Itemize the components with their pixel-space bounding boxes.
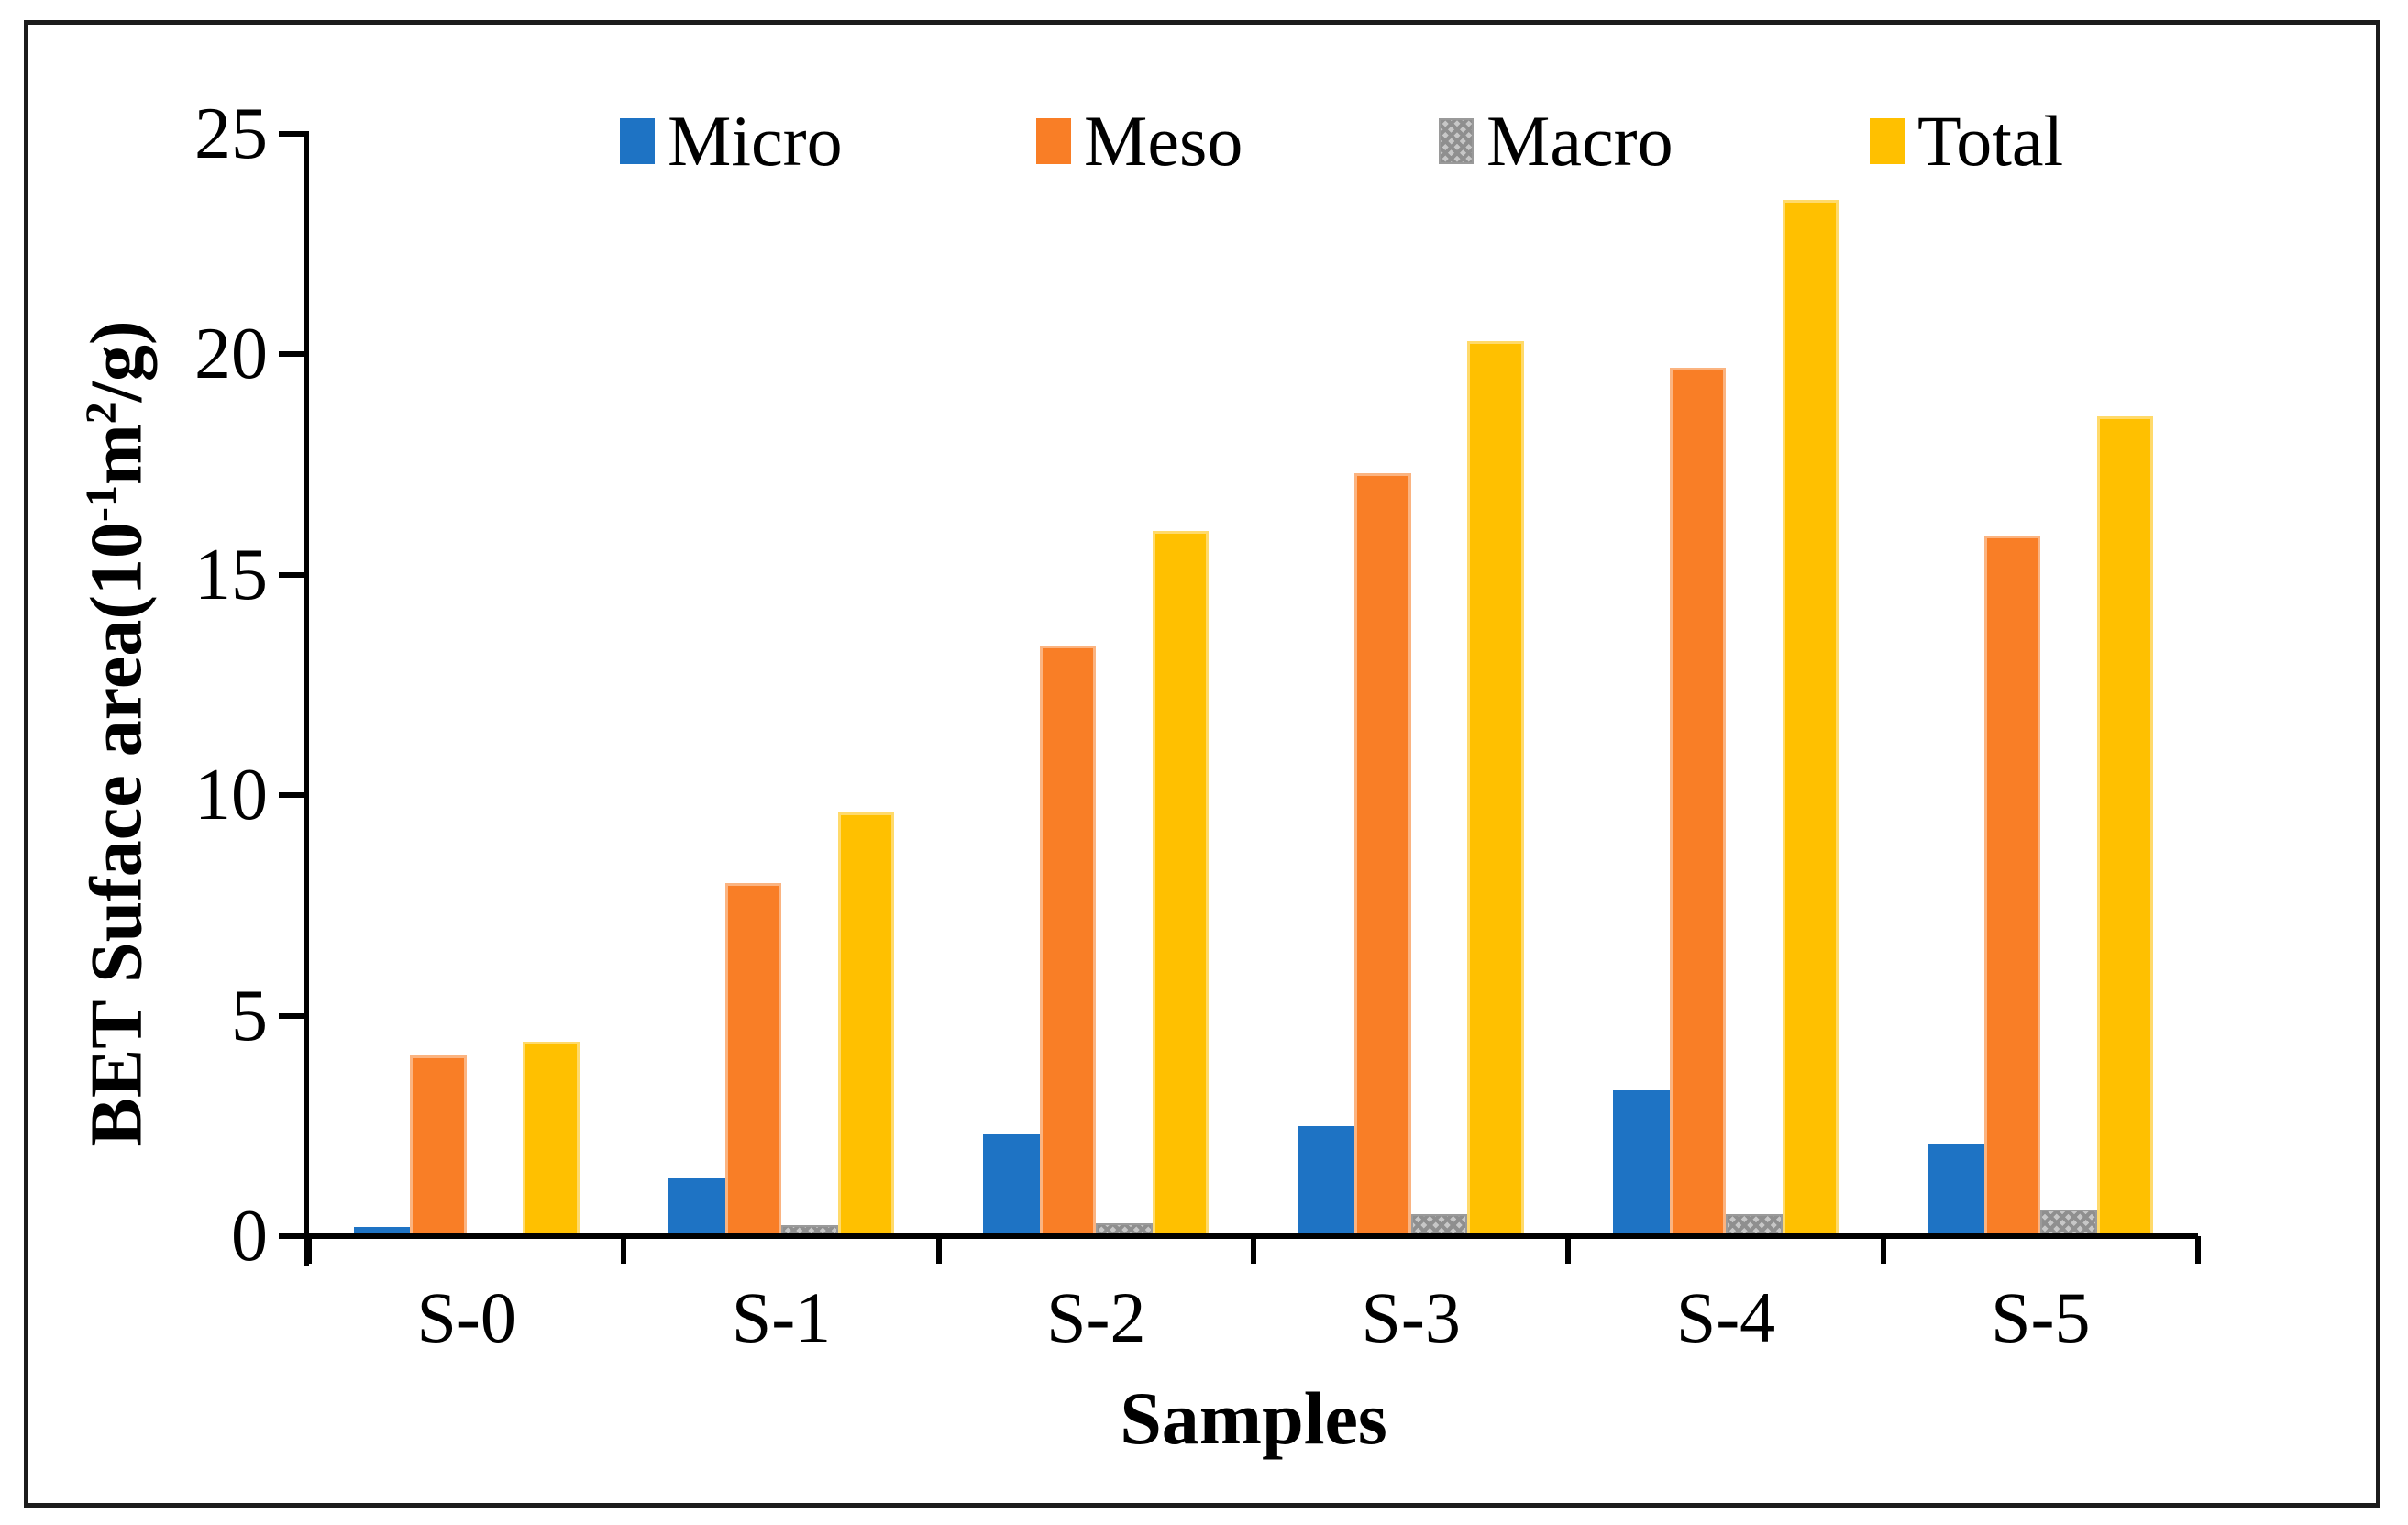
bar-meso-s-1 — [724, 883, 781, 1236]
y-tick-mark — [279, 351, 304, 358]
x-category-label: S-3 — [1361, 1277, 1461, 1357]
x-category-label: S-2 — [1046, 1277, 1146, 1357]
legend-item-macro: Macro — [1439, 103, 1673, 180]
bar-micro-s-1 — [668, 1178, 725, 1236]
bar-meso-s-4 — [1669, 367, 1726, 1236]
y-axis-title-sup-squared: 2 — [76, 402, 126, 425]
legend-label-meso: Meso — [1084, 101, 1243, 181]
x-category-label: S-5 — [1991, 1277, 2091, 1357]
x-tick-mark — [1565, 1236, 1572, 1264]
y-tick-label: 20 — [194, 314, 268, 395]
bar-total-s-4 — [1782, 200, 1839, 1236]
legend-swatch-total-icon — [1870, 118, 1905, 164]
y-tick-mark — [279, 792, 304, 799]
y-tick-mark — [279, 571, 304, 578]
bar-total-s-1 — [837, 812, 894, 1236]
x-tick-mark — [935, 1236, 942, 1264]
legend-label-total: Total — [1917, 101, 2064, 181]
y-tick-label: 5 — [231, 975, 268, 1056]
bar-meso-s-2 — [1039, 645, 1097, 1236]
bar-micro-s-4 — [1613, 1090, 1670, 1236]
legend-swatch-macro-icon — [1439, 118, 1474, 164]
y-axis-line — [304, 131, 309, 1266]
legend-label-micro: Micro — [668, 101, 843, 181]
bar-macro-s-5 — [2040, 1210, 2097, 1236]
legend-item-micro: Micro — [620, 103, 843, 180]
x-tick-mark — [306, 1236, 312, 1264]
x-category-label: S-1 — [731, 1277, 832, 1357]
bar-meso-s-0 — [410, 1055, 467, 1236]
y-tick-label: 25 — [194, 94, 268, 174]
x-tick-mark — [1251, 1236, 1256, 1264]
y-tick-mark — [279, 1012, 304, 1019]
bar-micro-s-0 — [353, 1227, 411, 1236]
x-tick-mark — [621, 1236, 627, 1264]
bar-micro-s-3 — [1298, 1125, 1355, 1236]
legend-item-meso: Meso — [1036, 103, 1243, 180]
bar-micro-s-2 — [983, 1134, 1040, 1236]
bar-micro-s-5 — [1928, 1144, 1984, 1236]
bar-total-s-3 — [1467, 340, 1524, 1236]
bar-total-s-0 — [523, 1042, 580, 1236]
x-tick-mark — [2195, 1236, 2201, 1264]
legend-item-total: Total — [1870, 103, 2063, 180]
bar-total-s-5 — [2096, 415, 2154, 1236]
x-category-label: S-0 — [416, 1277, 516, 1357]
y-axis-title-sup-exponent: -1 — [76, 485, 126, 523]
y-tick-label: 10 — [194, 755, 268, 836]
bar-total-s-2 — [1152, 530, 1210, 1236]
x-tick-mark — [1880, 1236, 1886, 1264]
y-tick-mark — [279, 131, 304, 137]
y-tick-mark — [279, 1233, 304, 1239]
bar-meso-s-3 — [1354, 473, 1411, 1236]
x-category-label: S-4 — [1675, 1277, 1776, 1357]
legend-swatch-micro-icon — [620, 118, 655, 164]
y-tick-label: 0 — [231, 1196, 268, 1276]
bar-meso-s-5 — [1983, 535, 2041, 1236]
y-axis-title-unit: m — [76, 424, 158, 486]
legend-swatch-meso-icon — [1036, 118, 1071, 164]
legend-label-macro: Macro — [1486, 101, 1673, 181]
y-tick-label: 15 — [194, 534, 268, 615]
x-axis-title: Samples — [1120, 1376, 1387, 1460]
